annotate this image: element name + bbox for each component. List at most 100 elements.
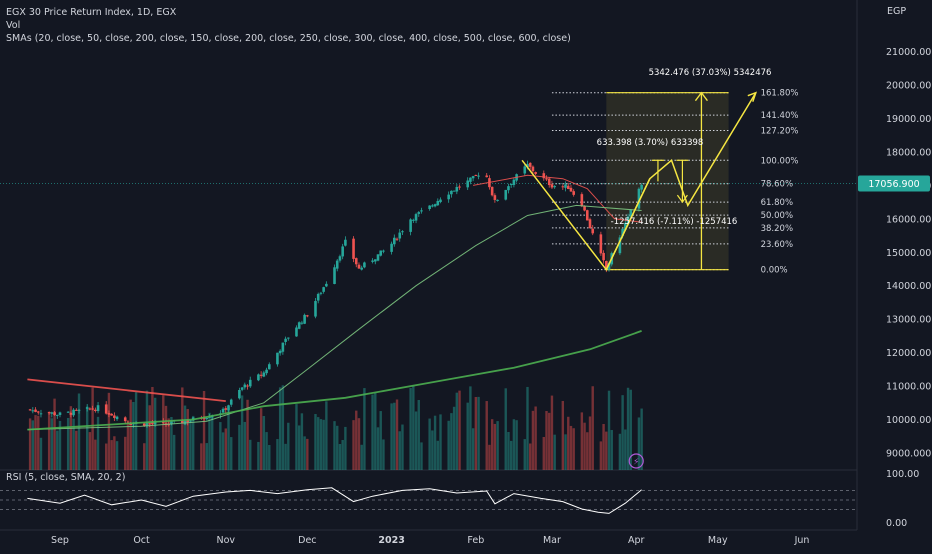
candle-body — [333, 267, 336, 284]
volume-bar — [257, 441, 260, 470]
candle-body — [566, 185, 570, 190]
fib-box — [606, 92, 729, 270]
volume-bar — [374, 392, 377, 470]
volume-bar — [455, 392, 459, 470]
event-marker-icon — [628, 453, 644, 469]
candle-body — [450, 190, 453, 195]
event-marker-glyph: ⚡ — [633, 458, 639, 468]
volume-bar — [583, 422, 586, 470]
y-tick-label: 15000.000 — [886, 248, 932, 259]
candle-body — [224, 408, 228, 410]
candle-body — [287, 337, 290, 339]
volume-bar — [542, 436, 545, 470]
candle-body — [528, 162, 532, 167]
volume-bar — [314, 414, 317, 470]
candle-body — [335, 260, 339, 269]
y-tick-label: 12000.000 — [886, 348, 932, 359]
candle-body — [637, 188, 641, 209]
x-tick-label: Oct — [133, 535, 150, 546]
candle-body — [306, 315, 309, 317]
volume-bar — [85, 406, 89, 470]
candle-body — [545, 178, 548, 180]
volume-bar — [586, 432, 589, 470]
rsi-axis-label: 100.00 — [886, 469, 919, 480]
candle-body — [262, 372, 266, 377]
candle-body — [452, 190, 456, 192]
volume-bar — [512, 419, 516, 470]
volume-bar — [401, 424, 404, 470]
candle-body — [477, 175, 480, 177]
volume-bar — [336, 425, 339, 470]
volume-bar — [515, 420, 518, 470]
last-price-badge — [858, 175, 930, 192]
candle-body — [208, 416, 211, 418]
candle-body — [325, 283, 328, 287]
sma-line — [27, 378, 226, 402]
volume-bar — [37, 415, 40, 470]
candle-body — [72, 409, 75, 416]
candle-body — [504, 189, 508, 200]
volume-bar — [390, 403, 393, 470]
volume-bar — [183, 405, 187, 470]
candle-body — [186, 420, 190, 422]
volume-bar — [34, 415, 37, 470]
fib-level-label: 141.40% — [761, 111, 799, 121]
x-tick-label: Dec — [298, 535, 316, 546]
volume-bar — [452, 406, 456, 470]
candle-body — [53, 412, 56, 416]
volume-bar — [564, 434, 567, 470]
volume-bar — [325, 401, 328, 470]
volume-bar — [56, 430, 59, 470]
volume-bar — [341, 439, 344, 470]
volume-bar — [588, 416, 592, 470]
volume-bar — [295, 404, 298, 470]
volume-bar — [143, 443, 146, 470]
volume-bar — [31, 420, 35, 470]
fib-level-label: 38.20% — [761, 224, 793, 234]
sma-line — [473, 174, 642, 223]
volume-bar — [338, 443, 342, 470]
measure-small-arrowhead — [676, 194, 688, 204]
candle-body — [66, 411, 70, 413]
candle-body — [115, 416, 119, 420]
candle-body — [85, 407, 89, 409]
legend-title: EGX 30 Price Return Index, 1D, EGX — [6, 7, 177, 18]
candle-body — [243, 384, 247, 388]
volume-bar — [553, 434, 556, 470]
candle-body — [599, 234, 603, 254]
y-tick-label: 20000.000 — [886, 81, 932, 92]
volume-bar — [412, 385, 415, 470]
legend-smas: SMAs (20, close, 50, close, 200, close, … — [6, 33, 571, 44]
candle-body — [227, 405, 230, 411]
rsi-line — [27, 487, 642, 514]
fib-level-label: 100.00% — [761, 156, 799, 166]
candle-body — [376, 254, 380, 261]
volume-bar — [469, 386, 472, 470]
x-tick-label: Sep — [51, 535, 69, 546]
x-tick-label: Nov — [217, 535, 236, 546]
x-tick-label: Mar — [543, 535, 561, 546]
volume-bar — [322, 419, 325, 470]
candle-body — [523, 166, 527, 174]
candle-body — [229, 399, 233, 405]
fib-level-label: 161.80% — [761, 89, 799, 99]
currency-label: EGP — [887, 6, 907, 17]
measure-label: 5342.476 (37.03%) 5342476 — [649, 68, 772, 78]
candle-body — [496, 199, 499, 201]
y-tick-label: 18000.000 — [886, 147, 932, 158]
candle-body — [129, 423, 132, 425]
volume-bar — [523, 439, 526, 470]
volume-bar — [115, 441, 119, 470]
candle-body — [512, 179, 516, 185]
volume-bar — [333, 421, 336, 470]
volume-bar — [172, 434, 176, 470]
sma-line — [27, 204, 642, 431]
candle-body — [531, 166, 535, 172]
candle-body — [248, 379, 252, 387]
volume-bar — [371, 394, 374, 470]
candle-body — [276, 352, 279, 365]
volume-bar — [189, 419, 192, 470]
candle-body — [344, 239, 347, 246]
candle-body — [181, 420, 184, 424]
candle-body — [357, 264, 361, 269]
